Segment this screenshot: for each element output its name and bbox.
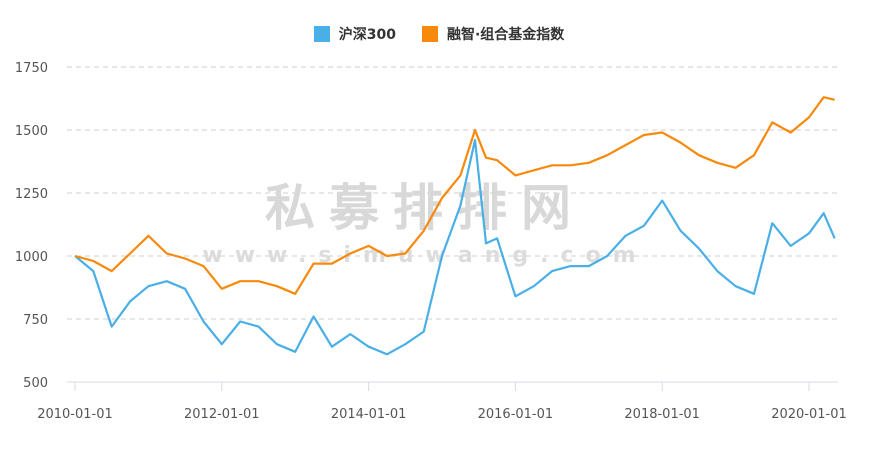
- legend-item-hs300[interactable]: 沪深300: [313, 24, 396, 44]
- x-tick-label: 2010-01-01: [37, 407, 113, 422]
- series-line-0: [74, 139, 836, 356]
- watermark-text: 私募排排网: [265, 179, 585, 237]
- x-tick-label: 2012-01-01: [184, 407, 260, 422]
- y-tick-label: 1750: [15, 61, 48, 76]
- y-tick-label: 500: [23, 376, 48, 391]
- x-tick-label: 2014-01-01: [331, 407, 407, 422]
- watermark-url: www.simuwang.com: [202, 243, 647, 268]
- legend-swatch-hs300: [313, 26, 330, 42]
- y-tick-label: 1500: [15, 124, 48, 139]
- y-tick-label: 1250: [15, 187, 48, 202]
- x-tick-label: 2018-01-01: [624, 407, 700, 422]
- x-tick-label: 2016-01-01: [478, 407, 554, 422]
- y-tick-label: 1000: [15, 250, 48, 265]
- series-line-1: [74, 96, 835, 295]
- series-lines: [74, 96, 836, 356]
- x-tick-label: 2020-01-01: [771, 407, 847, 422]
- y-axis: 500 750 1000 1250 1500 1750: [15, 61, 48, 391]
- legend-swatch-fof-index: [421, 26, 438, 42]
- watermark: 私募排排网 www.simuwang.com: [202, 179, 647, 268]
- x-axis: 2010-01-01 2012-01-01 2014-01-01 2016-01-01…: [37, 381, 847, 422]
- grid-lines: [67, 66, 838, 320]
- legend-item-fof-index[interactable]: 融智·组合基金指数: [421, 24, 565, 44]
- legend-label: 融智·组合基金指数: [446, 27, 565, 43]
- chart-legend: 沪深300 融智·组合基金指数: [0, 24, 878, 44]
- legend-label: 沪深300: [338, 27, 396, 43]
- y-tick-label: 750: [23, 313, 48, 328]
